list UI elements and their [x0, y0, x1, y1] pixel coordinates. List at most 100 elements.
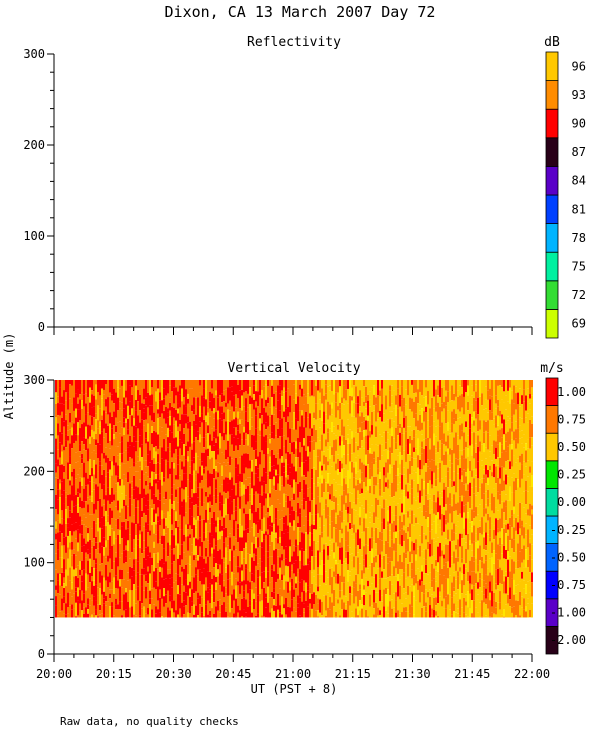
velocity-cell [419, 430, 421, 447]
velocity-cell [87, 554, 89, 561]
velocity-cell [477, 397, 479, 415]
velocity-cell [173, 535, 175, 549]
velocity-cell [101, 453, 103, 466]
velocity-cell [275, 566, 277, 583]
velocity-cell [263, 380, 265, 387]
velocity-cell [199, 421, 201, 428]
velocity-cell [123, 550, 125, 564]
velocity-cell [279, 490, 281, 504]
velocity-cell [249, 589, 251, 601]
velocity-cell [459, 567, 461, 572]
velocity-cell [181, 401, 183, 415]
velocity-cell [381, 380, 383, 389]
velocity-cell [303, 462, 305, 476]
velocity-cell [193, 505, 195, 518]
velocity-cell [411, 488, 413, 495]
velocity-cell [383, 569, 385, 579]
velocity-cell [181, 602, 183, 617]
velocity-cell [267, 571, 269, 587]
velocity-cell [119, 569, 121, 580]
velocity-cell [235, 521, 237, 534]
velocity-cell [181, 559, 183, 567]
velocity-cell [385, 449, 387, 463]
velocity-cell [413, 429, 415, 438]
velocity-cell [205, 389, 207, 400]
velocity-cell [343, 417, 345, 427]
velocity-cell [237, 524, 239, 529]
velocity-cell [151, 387, 153, 395]
velocity-cell [117, 446, 119, 456]
velocity-cell [151, 394, 153, 406]
velocity-cell [255, 587, 257, 602]
velocity-cell [167, 478, 169, 497]
velocity-cell [147, 532, 149, 547]
velocity-cell [395, 380, 397, 396]
velocity-cell [253, 409, 255, 421]
velocity-cell [115, 506, 117, 520]
velocity-cell [313, 467, 315, 475]
velocity-cell [209, 494, 211, 502]
velocity-cell [77, 600, 79, 616]
velocity-cell [101, 388, 103, 399]
velocity-cell [361, 440, 363, 447]
velocity-cell [243, 609, 245, 618]
velocity-cell [421, 496, 423, 512]
velocity-cell [207, 614, 209, 618]
velocity-cell [341, 511, 343, 523]
velocity-cell [209, 459, 211, 474]
velocity-cell [443, 386, 445, 403]
velocity-cell [109, 593, 111, 599]
velocity-cell [193, 493, 195, 506]
velocity-cell [347, 434, 349, 439]
velocity-cell [255, 555, 257, 566]
velocity-cell [117, 580, 119, 589]
velocity-cell [325, 446, 327, 457]
velocity-cell [429, 556, 431, 573]
velocity-cell [365, 527, 367, 545]
velocity-cell [117, 434, 119, 439]
velocity-cell [467, 418, 469, 427]
velocity-cell [207, 487, 209, 498]
velocity-cell [425, 438, 427, 446]
velocity-cell [315, 486, 317, 505]
velocity-cell [299, 442, 301, 453]
velocity-cell [107, 522, 109, 541]
velocity-cell [453, 380, 455, 394]
velocity-cell [287, 483, 289, 496]
velocity-cell [191, 601, 193, 607]
velocity-cell [427, 420, 429, 438]
velocity-cell [409, 576, 411, 587]
velocity-cell [157, 600, 159, 610]
velocity-cell [253, 462, 255, 474]
velocity-cell [183, 414, 185, 429]
velocity-cell [151, 405, 153, 421]
velocity-cell [325, 504, 327, 519]
velocity-cell [113, 615, 115, 618]
velocity-cell [255, 570, 257, 588]
velocity-cell [273, 533, 275, 551]
velocity-cell [79, 493, 81, 498]
velocity-cell [163, 380, 165, 389]
velocity-cell [169, 610, 171, 618]
velocity-cell [459, 571, 461, 585]
velocity-cell [355, 461, 357, 474]
velocity-cell [483, 586, 485, 595]
velocity-cell [487, 586, 489, 597]
velocity-cell [311, 500, 313, 515]
velocity-cell [295, 611, 297, 618]
velocity-cell [361, 472, 363, 481]
velocity-cell [155, 432, 157, 447]
velocity-cell [359, 411, 361, 417]
velocity-cell [417, 523, 419, 539]
velocity-cell [321, 450, 323, 466]
velocity-cell [223, 401, 225, 413]
velocity-cell [453, 485, 455, 495]
velocity-cell [171, 504, 173, 509]
velocity-cell [95, 523, 97, 537]
velocity-cell [215, 412, 217, 430]
velocity-cell [355, 380, 357, 387]
velocity-cell [177, 520, 179, 527]
velocity-cell [111, 475, 113, 488]
velocity-cell [433, 538, 435, 543]
velocity-cell [263, 616, 265, 618]
